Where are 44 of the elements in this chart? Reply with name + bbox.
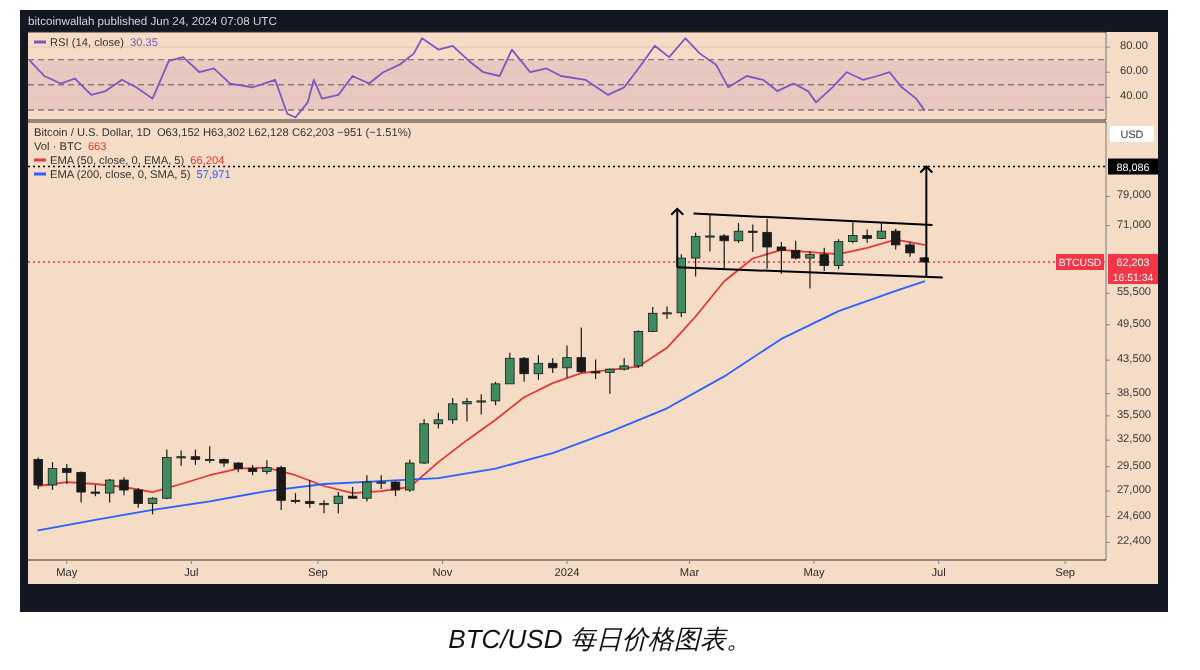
candlestick bbox=[862, 228, 872, 244]
candlestick bbox=[719, 233, 729, 269]
candlestick bbox=[605, 367, 615, 395]
candlestick bbox=[805, 250, 815, 289]
candlestick bbox=[419, 418, 429, 465]
candlestick bbox=[662, 305, 672, 320]
candlestick bbox=[33, 456, 43, 490]
candlestick bbox=[462, 397, 472, 422]
candlestick bbox=[633, 329, 644, 369]
candlestick bbox=[76, 470, 86, 504]
candlestick bbox=[533, 354, 544, 381]
candlestick bbox=[476, 393, 486, 415]
candlestick bbox=[690, 232, 701, 278]
candlestick bbox=[176, 449, 186, 467]
candlestick bbox=[776, 241, 787, 275]
candlestick bbox=[519, 356, 529, 383]
candlestick bbox=[276, 465, 286, 511]
candlestick bbox=[333, 491, 344, 514]
candlestick bbox=[705, 214, 715, 253]
candlestick bbox=[562, 344, 572, 379]
candlestick bbox=[648, 306, 658, 333]
candlestick bbox=[319, 499, 329, 514]
candlestick bbox=[733, 222, 744, 244]
candlestick bbox=[848, 221, 858, 244]
candlestick bbox=[162, 449, 172, 500]
candlestick bbox=[405, 458, 415, 493]
candlestick bbox=[819, 247, 829, 272]
candlestick bbox=[748, 223, 758, 253]
candlestick bbox=[47, 461, 58, 491]
candlestick bbox=[362, 474, 372, 502]
candlestick bbox=[133, 487, 143, 509]
candlestick bbox=[262, 459, 272, 475]
candlestick bbox=[576, 326, 586, 374]
candlestick bbox=[305, 479, 315, 509]
candlestick bbox=[590, 358, 601, 380]
text: BTC/USD 每日价格图表。 bbox=[448, 624, 752, 654]
candlestick bbox=[447, 397, 458, 425]
candlestick bbox=[490, 381, 501, 406]
candlestick bbox=[104, 478, 115, 504]
candlestick bbox=[505, 352, 515, 385]
candlestick bbox=[762, 218, 772, 270]
candlestick bbox=[62, 463, 72, 485]
candlestick bbox=[891, 228, 901, 251]
candlestick bbox=[833, 238, 844, 270]
